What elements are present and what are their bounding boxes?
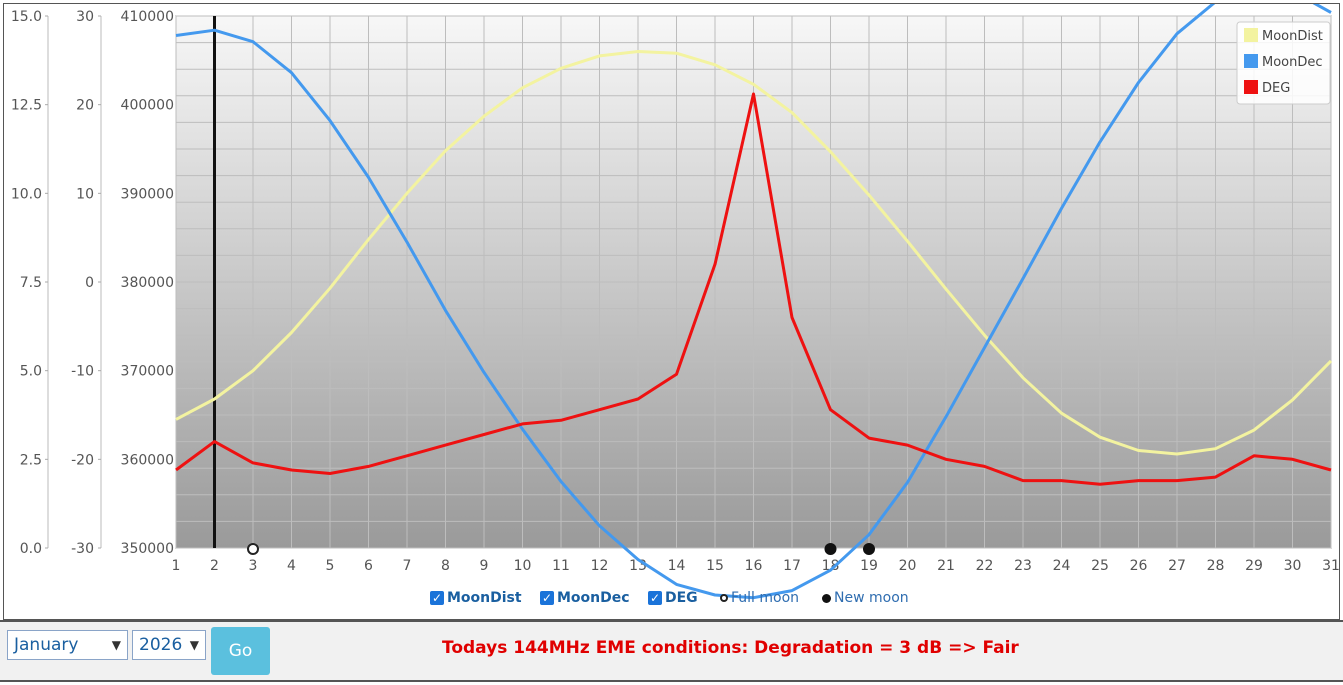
chevron-down-icon: ▼ (189, 638, 199, 652)
y-tick-label-dist: 410000 (121, 9, 174, 25)
legend: MoonDist MoonDec DEG (1236, 21, 1331, 105)
full-moon-key-label: Full moon (731, 590, 800, 606)
x-tick-label: 3 (249, 558, 258, 574)
go-button[interactable]: Go (211, 627, 270, 675)
y-tick-label-dist: 360000 (121, 452, 174, 468)
legend-swatch-moondec (1244, 54, 1258, 68)
new-moon-icon (822, 593, 831, 603)
series-line-moondist (175, 50, 1333, 456)
y-tick-label-dist: 350000 (121, 541, 174, 557)
moon-phase-markers (247, 543, 875, 555)
y-tick-label-deg: 12.5 (11, 98, 42, 114)
y-tick-label-dist: 400000 (121, 98, 174, 114)
y-tick-label-deg: 10.0 (11, 186, 42, 202)
series-toggle-row: ✓ MoonDist ✓ MoonDec ✓ DEG Full moon New… (0, 590, 1343, 618)
y-tick-label-dec: -30 (71, 541, 94, 557)
x-tick-label: 16 (745, 558, 763, 574)
x-tick-label: 5 (326, 558, 335, 574)
toggle-deg[interactable]: ✓ DEG (648, 590, 698, 606)
x-tick-label: 12 (591, 558, 609, 574)
y-tick-label-dec: -10 (71, 364, 94, 380)
y-tick-label-deg: 0.0 (20, 541, 42, 557)
full-moon-marker (247, 543, 259, 555)
new-moon-key: New moon (822, 590, 909, 606)
series-line-moondec (175, 4, 1332, 600)
chart-frame: 0.0 2.5 5.0 7.5 10.0 12.5 15.0 -30 -20 -10 0 10 20 30… (3, 3, 1340, 620)
toggle-moondist-label: MoonDist (447, 590, 522, 606)
legend-label-moondec: MoonDec (1262, 55, 1323, 70)
x-tick-label: 22 (976, 558, 994, 574)
legend-swatch-deg (1244, 80, 1258, 94)
full-moon-icon (720, 594, 728, 602)
y-tick-label-deg: 7.5 (20, 275, 42, 291)
x-tick-label: 27 (1168, 558, 1186, 574)
y-tick-label-dec: 0 (85, 275, 94, 291)
y-tick-label-dist: 390000 (121, 186, 174, 202)
x-tick-label: 28 (1207, 558, 1225, 574)
x-tick-label: 17 (783, 558, 801, 574)
toggle-moondec-label: MoonDec (557, 590, 630, 606)
x-tick-label: 8 (441, 558, 450, 574)
y-tick-label-dec: -20 (71, 452, 94, 468)
full-moon-key: Full moon (720, 590, 799, 606)
new-moon-marker (824, 543, 837, 555)
x-tick-label: 25 (1091, 558, 1109, 574)
legend-label-deg: DEG (1262, 81, 1290, 96)
x-tick-label: 11 (552, 558, 570, 574)
x-tick-label: 1 (172, 558, 181, 574)
axes: 0.0 2.5 5.0 7.5 10.0 12.5 15.0 -30 -20 -10 0 10 20 30… (11, 9, 1339, 574)
checkbox-deg[interactable]: ✓ (648, 591, 662, 605)
chevron-down-icon: ▼ (111, 638, 121, 652)
checkbox-moondist[interactable]: ✓ (430, 591, 444, 605)
x-tick-label: 29 (1245, 558, 1263, 574)
y-tick-label-deg: 2.5 (20, 452, 42, 468)
new-moon-key-label: New moon (834, 590, 909, 606)
toggle-moondec[interactable]: ✓ MoonDec (540, 590, 630, 606)
x-tick-label: 30 (1284, 558, 1302, 574)
x-tick-label: 6 (364, 558, 373, 574)
bottom-controls: January ▼ 2026 ▼ Go Todays 144MHz EME co… (0, 620, 1343, 682)
y-tick-label-dec: 20 (76, 98, 94, 114)
legend-label-moondist: MoonDist (1262, 29, 1323, 44)
series-lines (175, 4, 1333, 600)
y-tick-label-deg: 5.0 (20, 364, 42, 380)
y-tick-label-dist: 380000 (121, 275, 174, 291)
y-tick-label-dec: 30 (76, 9, 94, 25)
x-tick-label: 2 (210, 558, 219, 574)
checkbox-moondec[interactable]: ✓ (540, 591, 554, 605)
x-tick-label: 20 (899, 558, 917, 574)
x-tick-label: 24 (1053, 558, 1071, 574)
year-select-value: 2026 (139, 635, 183, 655)
x-tick-label: 18 (822, 558, 840, 574)
x-tick-label: 10 (514, 558, 532, 574)
month-select[interactable]: January ▼ (7, 630, 128, 660)
x-tick-label: 19 (860, 558, 878, 574)
legend-box (1236, 21, 1331, 105)
x-tick-label: 15 (706, 558, 724, 574)
toggle-deg-label: DEG (665, 590, 698, 606)
x-tick-label: 4 (287, 558, 296, 574)
eme-conditions-text: Todays 144MHz EME conditions: Degradatio… (442, 638, 1019, 658)
y-tick-label-deg: 15.0 (11, 9, 42, 25)
series-line-deg (175, 92, 1332, 486)
y-tick-label-dec: 10 (76, 186, 94, 202)
year-select[interactable]: 2026 ▼ (132, 630, 206, 660)
legend-swatch-moondist (1244, 28, 1258, 42)
toggle-moondist[interactable]: ✓ MoonDist (430, 590, 522, 606)
x-tick-label: 31 (1322, 558, 1339, 574)
x-tick-label: 14 (668, 558, 686, 574)
x-tick-label: 23 (1014, 558, 1032, 574)
chart-svg: 0.0 2.5 5.0 7.5 10.0 12.5 15.0 -30 -20 -10 0 10 20 30… (11, 4, 1339, 600)
new-moon-marker (863, 543, 875, 555)
x-tick-label: 7 (403, 558, 412, 574)
x-tick-label: 9 (480, 558, 489, 574)
month-select-value: January (14, 635, 79, 655)
x-tick-label: 21 (937, 558, 955, 574)
x-tick-label: 26 (1130, 558, 1148, 574)
y-tick-label-dist: 370000 (121, 364, 174, 380)
